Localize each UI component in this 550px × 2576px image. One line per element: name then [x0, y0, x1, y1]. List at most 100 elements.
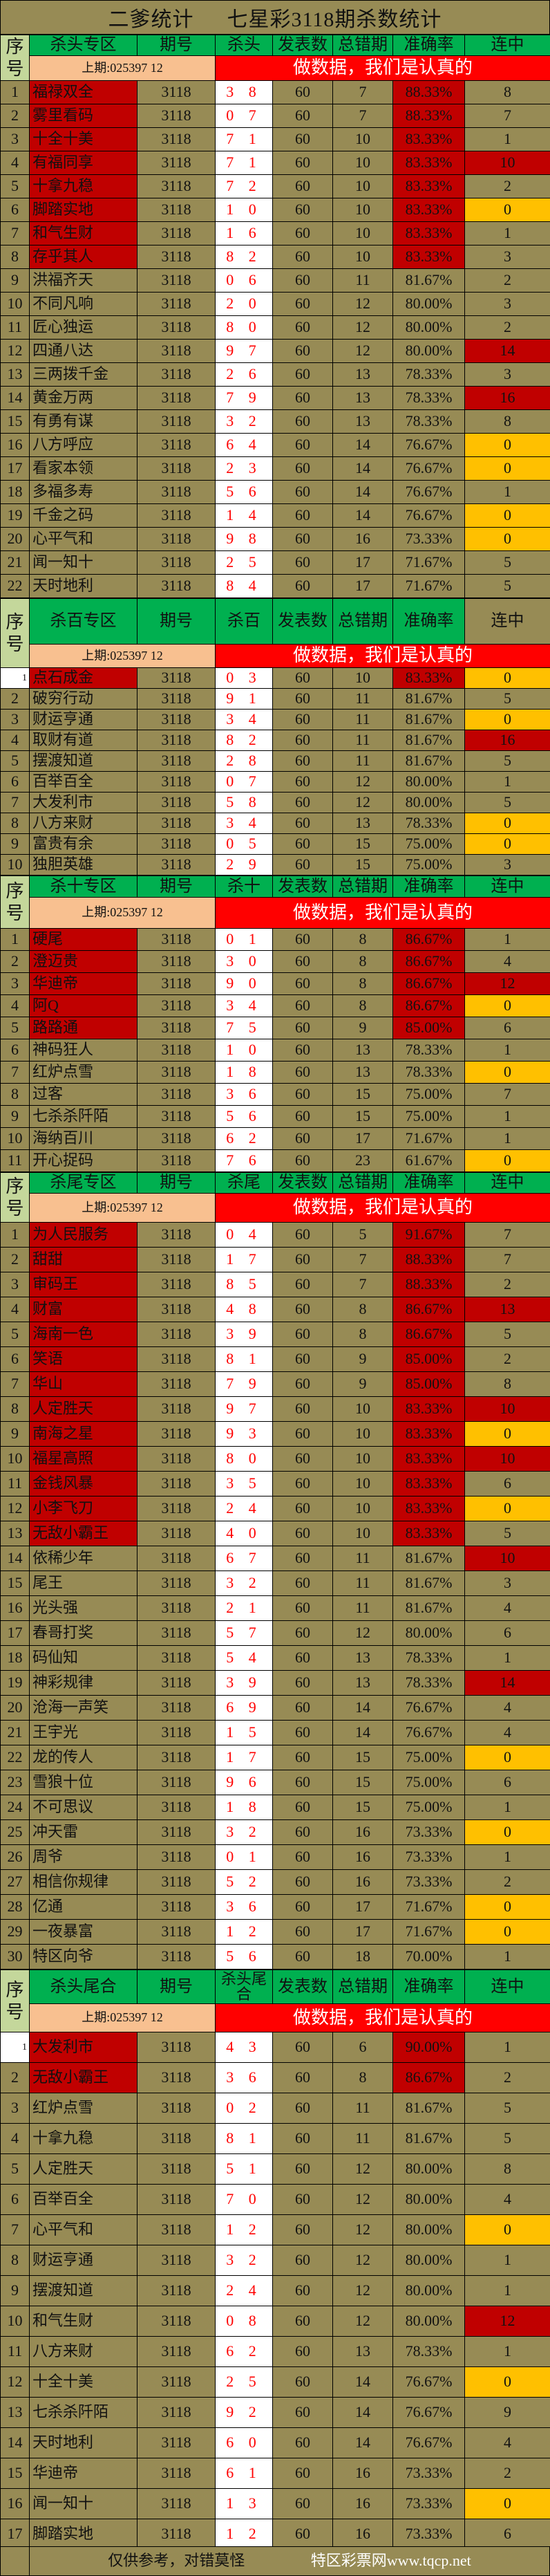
seq-cell: 10 [0, 1127, 30, 1150]
errors-cell: 14 [332, 2397, 393, 2428]
kill-cell: 2 3 [215, 456, 273, 481]
name-cell: 看家本领 [29, 456, 138, 481]
issue-cell: 3118 [137, 527, 216, 551]
rate-cell: 78.33% [392, 2336, 465, 2367]
name-cell: 点石成金 [29, 667, 138, 689]
streak-cell: 0 [464, 1894, 550, 1920]
errors-cell: 12 [332, 315, 393, 340]
streak-cell: 1 [464, 1795, 550, 1820]
streak-cell: 14 [464, 1670, 550, 1696]
issue-cell: 3118 [137, 2336, 216, 2367]
rate-cell: 86.67% [392, 2062, 465, 2093]
rate-cell: 81.67% [392, 1595, 465, 1621]
name-cell: 笑语 [29, 1346, 138, 1372]
kill-cell: 5 6 [215, 1105, 273, 1128]
kill-cell: 8 4 [215, 574, 273, 598]
streak-cell: 2 [464, 315, 550, 340]
streak-cell: 5 [464, 1521, 550, 1546]
table-row: 7 大发利市 3118 5 8 60 12 80.00% 5 [0, 792, 550, 813]
errors-cell: 12 [332, 339, 393, 363]
column-header: 连中 [464, 598, 550, 645]
seq-cell: 17 [0, 2519, 30, 2547]
table-row: 8 人定胜天 3118 9 7 60 10 83.33% 10 [0, 1396, 550, 1422]
errors-cell: 17 [332, 1127, 393, 1150]
seq-cell: 8 [0, 1083, 30, 1106]
rate-cell: 78.33% [392, 1061, 465, 1084]
table-row: 7 华山 3118 7 9 60 9 85.00% 8 [0, 1371, 550, 1397]
table-row: 6 笑语 3118 8 1 60 9 85.00% 2 [0, 1346, 550, 1372]
last-draw: 上期:025397 12 [29, 2003, 216, 2032]
rate-cell: 88.33% [392, 1247, 465, 1272]
streak-cell: 1 [464, 221, 550, 245]
published-cell: 60 [272, 362, 333, 387]
streak-cell: 0 [464, 2214, 550, 2245]
name-cell: 特区向爷 [29, 1944, 138, 1970]
issue-cell: 3118 [137, 2275, 216, 2306]
errors-cell: 11 [332, 268, 393, 293]
name-cell: 福星高照 [29, 1446, 138, 1472]
rate-cell: 86.67% [392, 1297, 465, 1322]
kill-cell: 1 3 [215, 2488, 273, 2519]
name-cell: 大发利市 [29, 2032, 138, 2063]
seq-header: 序号 [0, 1970, 30, 2032]
table-row: 19 神彩规律 3118 3 9 60 13 78.33% 14 [0, 1670, 550, 1696]
column-header: 杀头尾合 [29, 1970, 138, 2004]
seq-cell: 21 [0, 550, 30, 575]
issue-cell: 3118 [137, 2153, 216, 2185]
streak-cell: 2 [464, 2458, 550, 2489]
name-cell: 人定胜天 [29, 2153, 138, 2185]
errors-cell: 14 [332, 433, 393, 457]
seq-header: 序号 [0, 598, 30, 668]
table-row: 11 八方来财 3118 6 2 60 13 78.33% 1 [0, 2336, 550, 2367]
seq-cell: 15 [0, 409, 30, 434]
kill-cell: 3 9 [215, 1670, 273, 1696]
errors-cell: 7 [332, 1247, 393, 1272]
streak-cell: 2 [464, 1272, 550, 1297]
kill-cell: 4 0 [215, 1521, 273, 1546]
seq-cell: 4 [0, 994, 30, 1017]
seq-cell: 18 [0, 1645, 30, 1671]
table-row: 14 黄金万两 3118 7 9 60 13 78.33% 16 [0, 386, 550, 410]
table-row: 18 多福多寿 3118 5 6 60 14 76.67% 1 [0, 480, 550, 504]
seq-cell: 7 [0, 792, 30, 813]
streak-cell: 3 [464, 292, 550, 316]
info-row: 上期:025397 12 做数据，我们是认真的 [1, 2003, 550, 2032]
table-row: 1 点石成金 3118 0 3 60 10 83.33% 0 [0, 667, 550, 689]
errors-cell: 13 [332, 409, 393, 434]
table-row: 30 特区向爷 3118 5 6 60 18 70.00% 1 [0, 1944, 550, 1970]
seq-cell: 11 [0, 1471, 30, 1497]
kill-cell: 7 2 [215, 174, 273, 198]
table-row: 21 闻一知十 3118 2 5 60 17 71.67% 5 [0, 550, 550, 575]
kill-cell: 2 1 [215, 1595, 273, 1621]
kill-cell: 6 0 [215, 2427, 273, 2458]
column-header: 杀百 [215, 598, 273, 645]
published-cell: 60 [272, 386, 333, 410]
published-cell: 60 [272, 688, 333, 710]
rate-cell: 81.67% [392, 1546, 465, 1571]
seq-cell: 4 [0, 151, 30, 175]
name-cell: 千金之码 [29, 503, 138, 528]
kill-cell: 7 9 [215, 386, 273, 410]
published-cell: 60 [272, 1570, 333, 1596]
errors-cell: 12 [332, 2214, 393, 2245]
name-cell: 过客 [29, 1083, 138, 1106]
published-cell: 60 [272, 1017, 333, 1039]
issue-cell: 3118 [137, 1620, 216, 1646]
rate-cell: 86.67% [392, 994, 465, 1017]
rate-cell: 80.00% [392, 2214, 465, 2245]
column-header: 杀尾 [215, 1172, 273, 1194]
issue-cell: 3118 [137, 2306, 216, 2337]
streak-cell: 1 [464, 2032, 550, 2063]
published-cell: 60 [272, 1770, 333, 1795]
name-cell: 硬尾 [29, 928, 138, 951]
published-cell: 60 [272, 503, 333, 528]
seq-cell: 6 [0, 1039, 30, 1062]
issue-cell: 3118 [137, 2032, 216, 2063]
name-cell: 脚踏实地 [29, 2519, 138, 2547]
kill-cell: 0 1 [215, 1844, 273, 1870]
issue-cell: 3118 [137, 1297, 216, 1322]
seq-cell: 3 [0, 127, 30, 151]
streak-cell: 2 [464, 1869, 550, 1895]
seq-cell: 3 [0, 709, 30, 730]
